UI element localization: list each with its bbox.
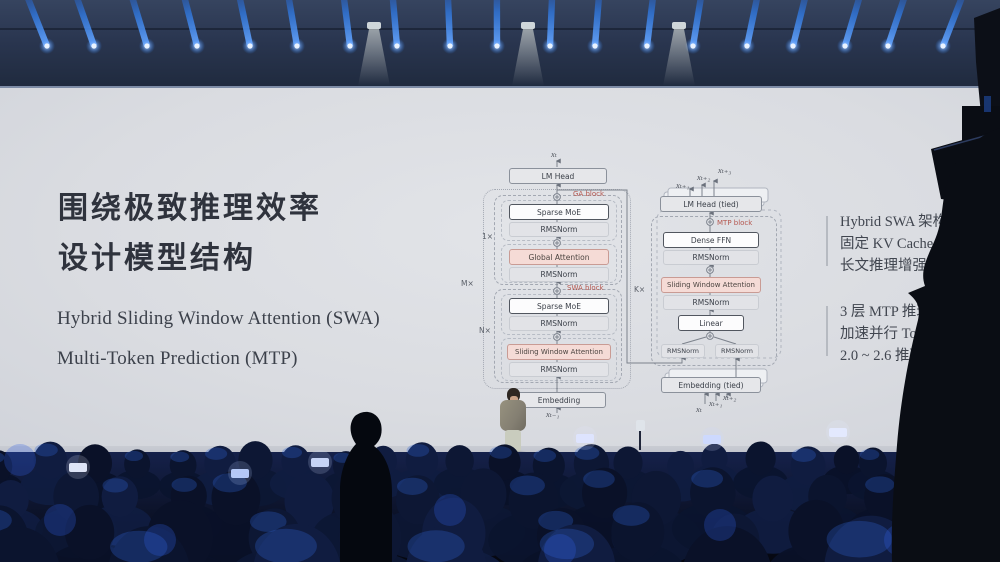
presenter-face	[510, 396, 518, 402]
mult-nx-label: N×	[479, 326, 491, 335]
x-t-plus-1-input-label: xₜ₊₁	[709, 398, 723, 408]
note-line: 长文推理增强	[840, 258, 927, 274]
x-t-plus-2-label: xₜ₊₂	[697, 172, 711, 182]
projection-screen	[0, 86, 1000, 448]
mult-mx-label: M×	[461, 279, 474, 288]
note-line: 3 层 MTP 推理	[840, 304, 931, 320]
slide-note-swa: Hybrid SWA 架构 固定 KV Cache 长文推理增强	[840, 211, 1000, 277]
presenter-jacket	[500, 400, 526, 431]
stage-lights	[0, 0, 1000, 86]
mult-1x-label: 1×	[482, 232, 494, 241]
note-line: 固定 KV Cache	[840, 236, 934, 252]
x-t-plus-3-label: xₜ₊₃	[718, 165, 732, 175]
audience-silhouettes	[0, 411, 1000, 562]
lens-highlight	[933, 134, 989, 151]
slide-subtitle-line2: Multi-Token Prediction (MTP)	[57, 348, 298, 369]
x-t-plus-1-label: xₜ₊₁	[676, 180, 690, 190]
presenter-figure	[496, 388, 530, 456]
camera-blue-light	[984, 96, 991, 112]
x-t-plus-2-input-label: xₜ₊₂	[723, 392, 737, 402]
slide-title-line2: 设计模型结构	[58, 242, 256, 275]
slide-subtitle-line1: Hybrid Sliding Window Attention (SWA)	[57, 308, 380, 329]
slide-title: 围绕极致推理效率 设计模型结构	[58, 184, 418, 284]
x-t-minus-1-label: xₜ₋₁	[546, 409, 560, 419]
slide-title-line1: 围绕极致推理效率	[58, 192, 322, 225]
note-rule-2	[826, 306, 828, 356]
note-line: Hybrid SWA 架构	[840, 214, 948, 230]
x-t-input-label: xₜ	[696, 404, 702, 414]
note-rule-1	[826, 216, 828, 266]
operator-silhouette	[891, 128, 1000, 562]
stage-ceiling	[0, 0, 1000, 88]
camera-rig-top	[974, 8, 1000, 125]
x-t-label: xₜ	[551, 149, 557, 159]
